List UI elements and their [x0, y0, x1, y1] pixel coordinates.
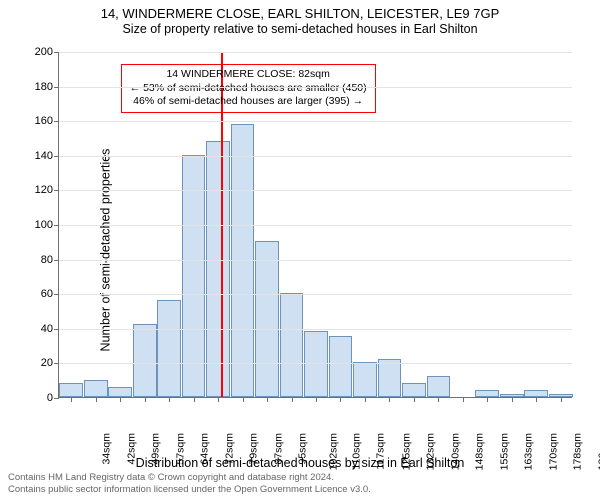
- histogram-bar: [280, 293, 304, 397]
- histogram-bar: [59, 383, 83, 397]
- gridline: [59, 52, 572, 53]
- histogram-bar: [402, 383, 426, 397]
- ytick-mark: [54, 398, 59, 399]
- histogram-bar: [206, 141, 230, 397]
- xtick-mark: [292, 397, 293, 402]
- histogram-bar: [255, 241, 279, 397]
- chart-title: 14, WINDERMERE CLOSE, EARL SHILTON, LEIC…: [0, 0, 600, 21]
- xtick-mark: [561, 397, 562, 402]
- ytick-label: 20: [25, 357, 53, 369]
- xtick-mark: [145, 397, 146, 402]
- ytick-mark: [54, 87, 59, 88]
- xtick-mark: [536, 397, 537, 402]
- gridline: [59, 329, 572, 330]
- histogram-bar: [378, 359, 402, 397]
- xtick-mark: [389, 397, 390, 402]
- chart-subtitle: Size of property relative to semi-detach…: [0, 21, 600, 36]
- ytick-label: 100: [25, 219, 53, 231]
- footer-attribution: Contains HM Land Registry data © Crown c…: [8, 472, 371, 496]
- xtick-mark: [218, 397, 219, 402]
- xtick-mark: [512, 397, 513, 402]
- xtick-mark: [365, 397, 366, 402]
- histogram-bar: [108, 387, 132, 397]
- histogram-bar: [524, 390, 548, 397]
- histogram-bar: [353, 362, 377, 397]
- histogram-bar: [157, 300, 181, 397]
- ytick-mark: [54, 190, 59, 191]
- xtick-mark: [316, 397, 317, 402]
- ytick-mark: [54, 329, 59, 330]
- ytick-mark: [54, 156, 59, 157]
- histogram-bar: [475, 390, 499, 397]
- gridline: [59, 260, 572, 261]
- xtick-mark: [243, 397, 244, 402]
- gridline: [59, 294, 572, 295]
- callout-line: 46% of semi-detached houses are larger (…: [130, 95, 367, 109]
- ytick-label: 140: [25, 150, 53, 162]
- ytick-mark: [54, 121, 59, 122]
- ytick-label: 120: [25, 184, 53, 196]
- xtick-mark: [340, 397, 341, 402]
- ytick-label: 160: [25, 115, 53, 127]
- ytick-label: 200: [25, 46, 53, 58]
- ytick-label: 80: [25, 254, 53, 266]
- xtick-mark: [71, 397, 72, 402]
- gridline: [59, 363, 572, 364]
- callout-box: 14 WINDERMERE CLOSE: 82sqm← 53% of semi-…: [121, 64, 376, 113]
- callout-line: ← 53% of semi-detached houses are smalle…: [130, 82, 367, 96]
- xtick-mark: [438, 397, 439, 402]
- xtick-mark: [267, 397, 268, 402]
- histogram-bar: [133, 324, 157, 397]
- gridline: [59, 156, 572, 157]
- footer-line-1: Contains HM Land Registry data © Crown c…: [8, 472, 371, 484]
- xtick-mark: [96, 397, 97, 402]
- gridline: [59, 225, 572, 226]
- chart-container: 14, WINDERMERE CLOSE, EARL SHILTON, LEIC…: [0, 0, 600, 500]
- histogram-bar: [329, 336, 353, 397]
- xtick-mark: [487, 397, 488, 402]
- plot-area: 14 WINDERMERE CLOSE: 82sqm← 53% of semi-…: [58, 52, 572, 398]
- ytick-mark: [54, 363, 59, 364]
- callout-line: 14 WINDERMERE CLOSE: 82sqm: [130, 68, 367, 82]
- xtick-mark: [120, 397, 121, 402]
- histogram-bar: [84, 380, 108, 397]
- x-axis-label: Distribution of semi-detached houses by …: [0, 456, 600, 470]
- xtick-mark: [169, 397, 170, 402]
- ytick-mark: [54, 225, 59, 226]
- histogram-bar: [427, 376, 451, 397]
- xtick-mark: [414, 397, 415, 402]
- ytick-label: 180: [25, 81, 53, 93]
- ytick-label: 0: [25, 392, 53, 404]
- ytick-mark: [54, 294, 59, 295]
- gridline: [59, 190, 572, 191]
- gridline: [59, 87, 572, 88]
- ytick-mark: [54, 52, 59, 53]
- xtick-mark: [463, 397, 464, 402]
- ytick-mark: [54, 260, 59, 261]
- footer-line-2: Contains public sector information licen…: [8, 484, 371, 496]
- gridline: [59, 121, 572, 122]
- ytick-label: 60: [25, 288, 53, 300]
- xtick-mark: [194, 397, 195, 402]
- ytick-label: 40: [25, 323, 53, 335]
